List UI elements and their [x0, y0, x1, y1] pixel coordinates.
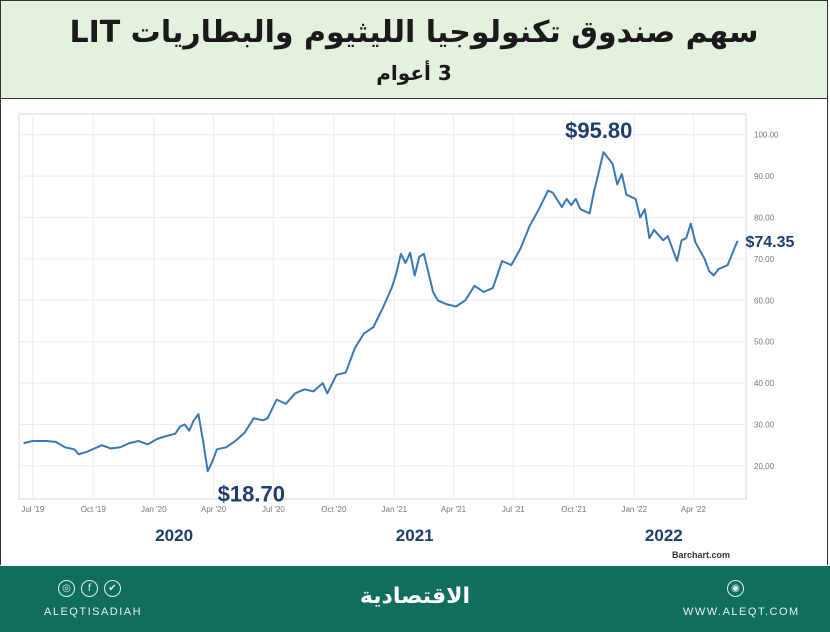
x-tick-label: Jul '21 [502, 505, 525, 514]
x-tick-label: Jan '21 [382, 505, 408, 514]
y-tick-label: 100.00 [754, 131, 779, 140]
y-tick-label: 50.00 [754, 338, 775, 347]
y-tick-label: 20.00 [754, 462, 775, 471]
x-tick-label: Oct '19 [81, 505, 107, 514]
globe-icon: ◉ [727, 580, 744, 597]
x-tick-label: Jan '22 [621, 505, 647, 514]
x-tick-label: Oct '21 [561, 505, 587, 514]
y-tick-label: 80.00 [754, 213, 775, 222]
social-icons: ◎ f ✔ [58, 580, 121, 597]
source-label: Barchart.com [672, 550, 730, 560]
twitter-icon[interactable]: ✔ [104, 580, 121, 597]
x-tick-label: Jul '20 [262, 505, 285, 514]
year-label: 2021 [396, 526, 434, 545]
y-tick-label: 40.00 [754, 379, 775, 388]
year-label: 2022 [645, 526, 683, 545]
price-line [23, 151, 739, 473]
price-annotation: $95.80 [565, 118, 632, 143]
y-tick-label: 60.00 [754, 296, 775, 305]
footer-band: ◎ f ✔ ALEQTISADIAH الاقتصادية ◉ WWW.ALEQ… [0, 566, 830, 632]
website-link[interactable]: WWW.ALEQT.COM [683, 606, 800, 618]
x-tick-label: Apr '22 [681, 505, 707, 514]
instagram-icon[interactable]: ◎ [58, 580, 75, 597]
x-tick-label: Apr '20 [201, 505, 227, 514]
y-tick-label: 70.00 [754, 255, 775, 264]
y-tick-label: 30.00 [754, 420, 775, 429]
price-chart: 20.00 30.00 40.00 50.00 60.00 70.00 80.00 90.00… [18, 113, 794, 560]
social-handle[interactable]: ALEQTISADIAH [44, 606, 143, 618]
plot-area [18, 113, 747, 500]
x-tick-label: Oct '20 [321, 505, 347, 514]
brand-logo: الاقتصادية [359, 584, 471, 609]
chart-subtitle: 3 أعوام [376, 61, 452, 85]
year-label: 2020 [155, 526, 193, 545]
header-band: سهم صندوق تكنولوجيا الليثيوم والبطاريات … [0, 0, 828, 99]
chart-title: سهم صندوق تكنولوجيا الليثيوم والبطاريات … [69, 15, 759, 50]
x-tick-label: Jul '19 [21, 505, 44, 514]
price-annotation: $74.35 [745, 234, 794, 251]
chart-frame: 20.00 30.00 40.00 50.00 60.00 70.00 80.00 90.00… [0, 99, 828, 565]
x-tick-label: Apr '21 [441, 505, 467, 514]
y-tick-label: 90.00 [754, 172, 775, 181]
price-annotation: $18.70 [218, 481, 285, 506]
x-tick-label: Jan '20 [141, 505, 167, 514]
facebook-icon[interactable]: f [81, 580, 98, 597]
